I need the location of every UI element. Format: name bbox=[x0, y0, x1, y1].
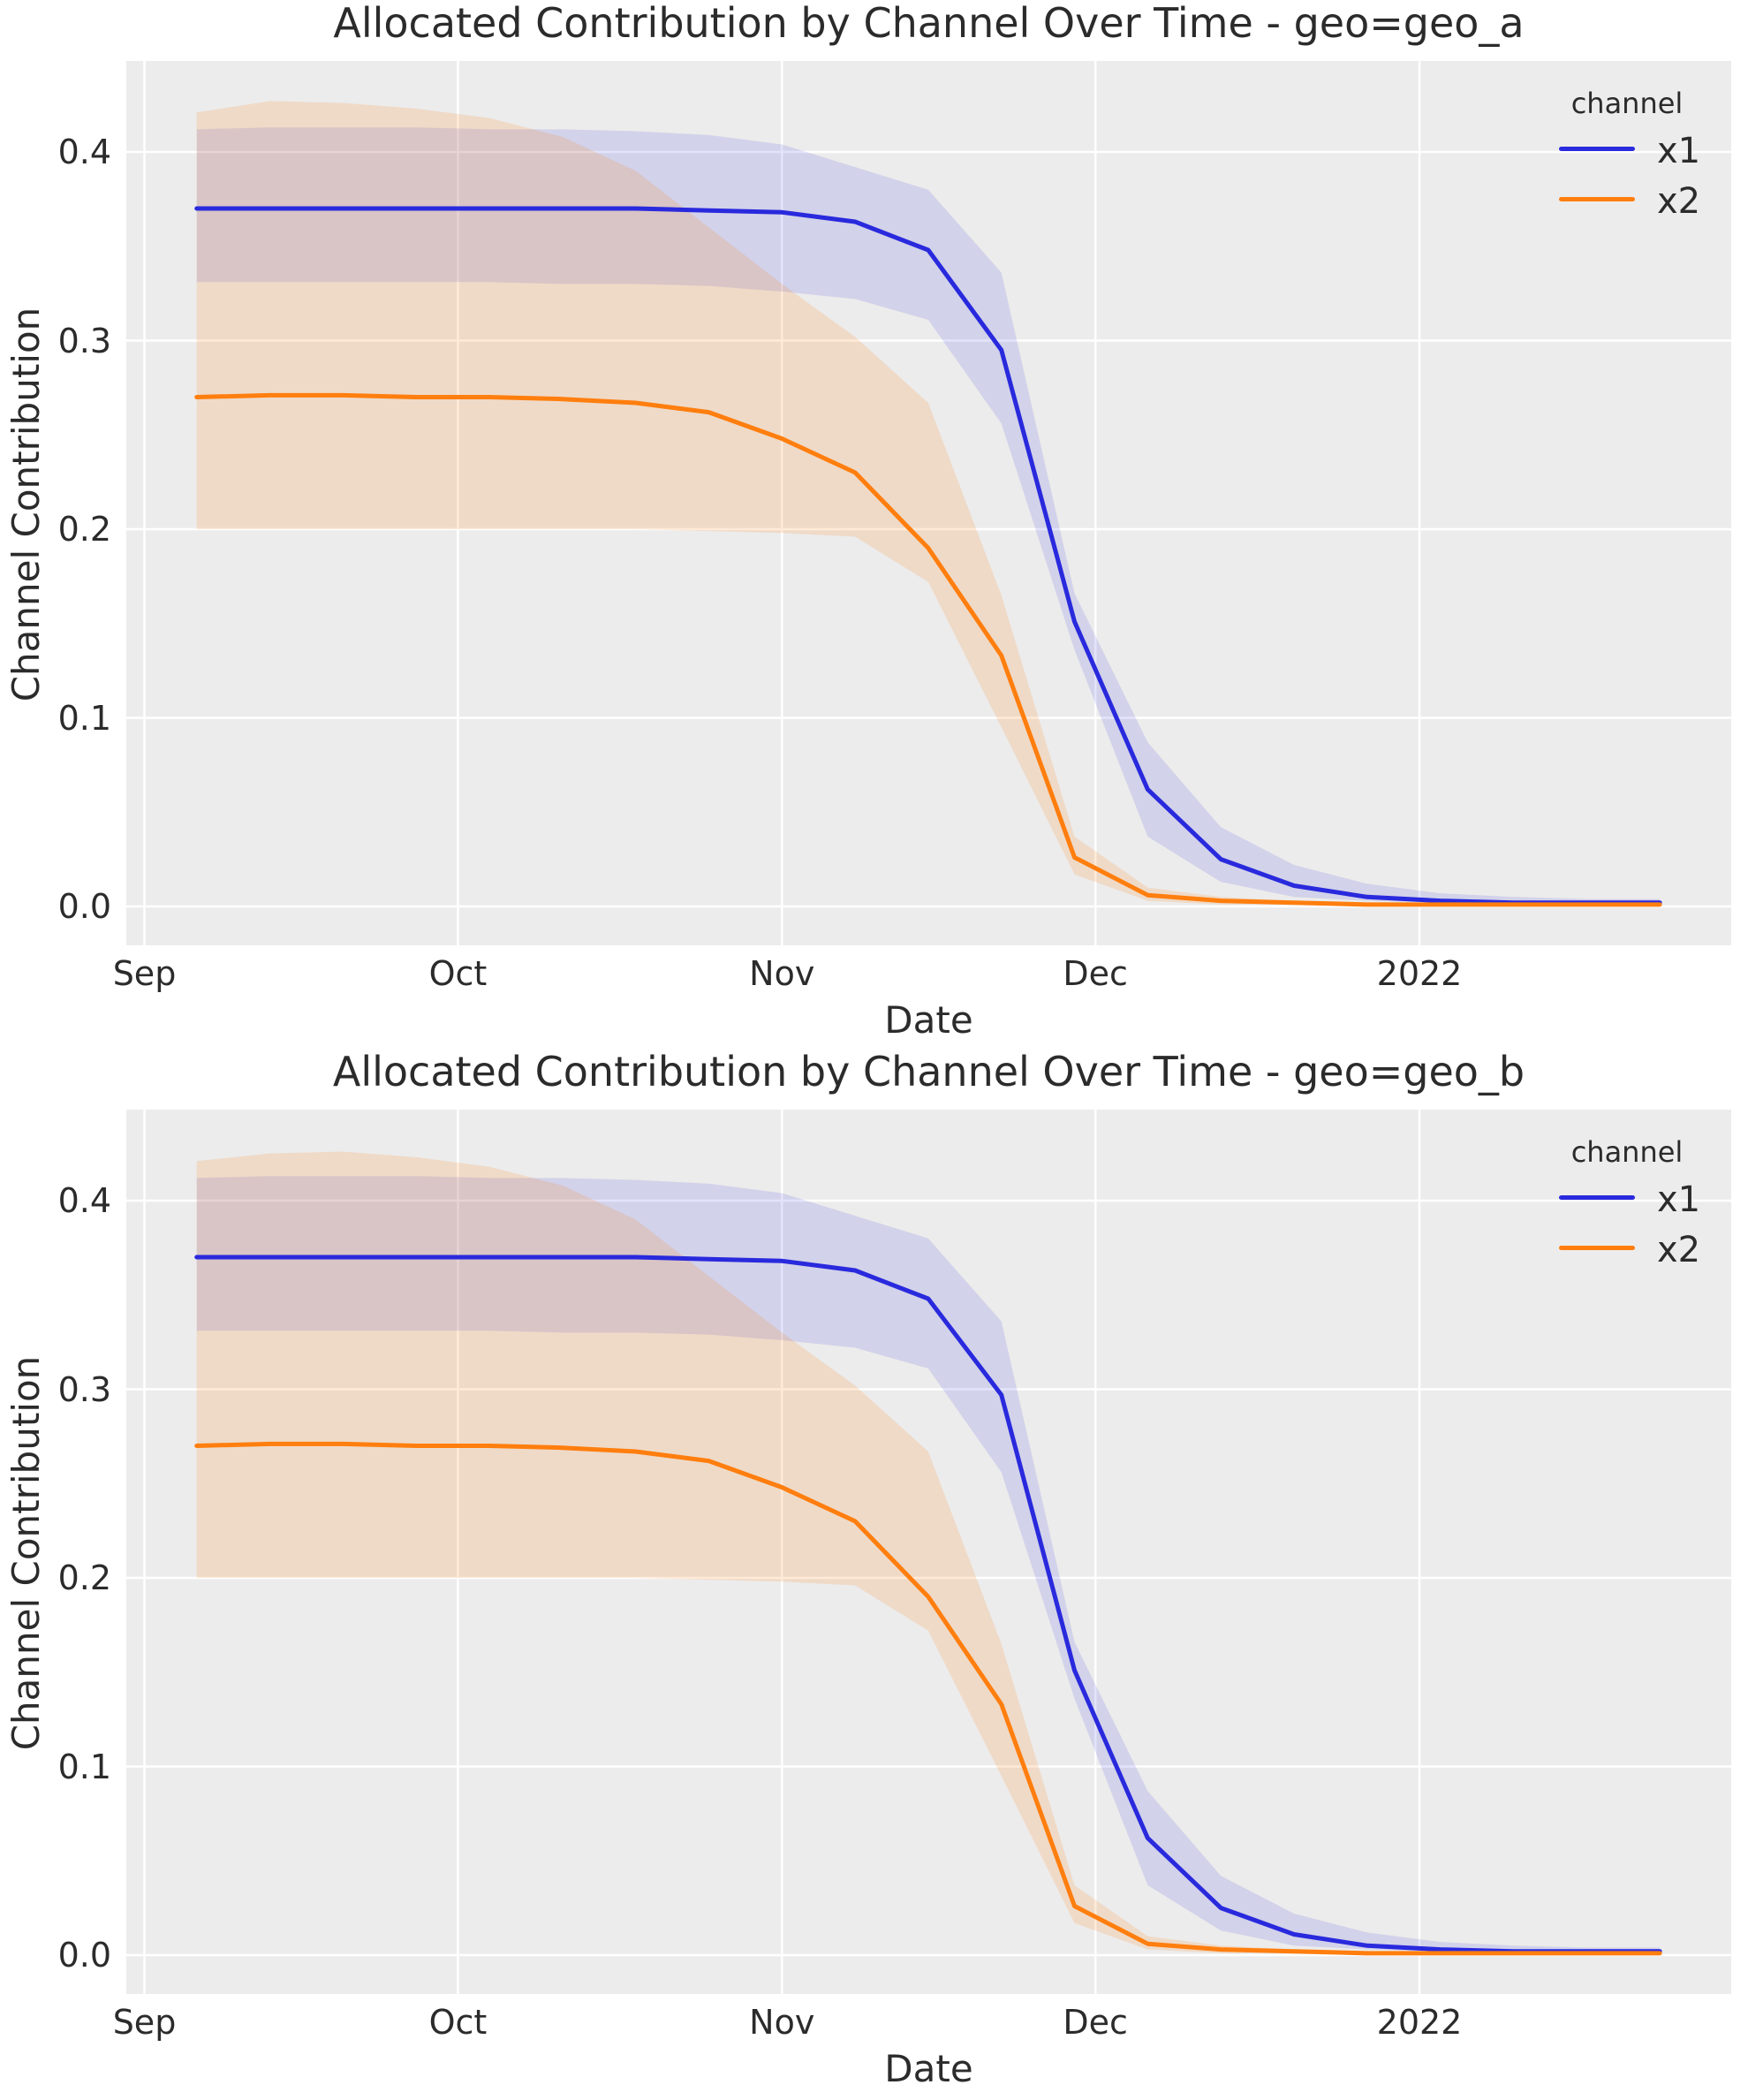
line-x1 bbox=[194, 1255, 1662, 1954]
chart-title: Allocated Contribution by Channel Over T… bbox=[332, 1048, 1525, 1095]
x-tick-label: Sep bbox=[112, 954, 177, 993]
x-tick-label: 2022 bbox=[1376, 954, 1463, 993]
line-x2 bbox=[194, 1441, 1662, 1956]
legend-label-x1: x1 bbox=[1657, 1179, 1701, 1220]
band-x1 bbox=[196, 1176, 1661, 1953]
plot-area bbox=[126, 1110, 1731, 1994]
legend-label-x2: x2 bbox=[1657, 181, 1701, 222]
legend-line-x1-icon bbox=[1559, 147, 1635, 151]
y-tick-label: 0.2 bbox=[57, 510, 111, 549]
line-x1 bbox=[194, 206, 1662, 906]
y-tick-label: 0.1 bbox=[57, 698, 111, 738]
x-axis-label: Date bbox=[884, 998, 973, 1042]
x-tick-label: 2022 bbox=[1376, 2003, 1463, 2042]
x-tick-label: Dec bbox=[1063, 954, 1128, 993]
y-tick-label: 0.3 bbox=[57, 321, 111, 360]
y-tick-label: 0.1 bbox=[57, 1747, 111, 1786]
legend-label-x2: x2 bbox=[1657, 1230, 1701, 1270]
legend-label-x1: x1 bbox=[1657, 131, 1701, 171]
legend-line-x2-icon bbox=[1559, 1246, 1635, 1250]
plot-area bbox=[126, 61, 1731, 945]
x-tick-label: Oct bbox=[428, 2003, 488, 2042]
band-x2 bbox=[196, 101, 1661, 906]
x-tick-label: Oct bbox=[428, 954, 488, 993]
x-tick-label: Sep bbox=[112, 2003, 177, 2042]
chart-title: Allocated Contribution by Channel Over T… bbox=[333, 0, 1525, 47]
band-x2 bbox=[196, 1151, 1661, 1955]
x-tick-label: Nov bbox=[749, 2003, 815, 2042]
y-tick-label: 0.0 bbox=[57, 1936, 111, 1975]
y-tick-label: 0.2 bbox=[57, 1558, 111, 1597]
y-tick-label: 0.4 bbox=[57, 133, 111, 171]
legend-line-x1-icon bbox=[1559, 1195, 1635, 1200]
y-tick-label: 0.4 bbox=[57, 1181, 111, 1220]
x-tick-label: Nov bbox=[749, 954, 815, 993]
line-x2 bbox=[194, 392, 1662, 907]
legend-line-x2-icon bbox=[1559, 197, 1635, 201]
x-tick-label: Dec bbox=[1063, 2003, 1128, 2042]
y-tick-label: 0.0 bbox=[57, 887, 111, 926]
chart-geo-b: Allocated Contribution by Channel Over T… bbox=[0, 1049, 1748, 2100]
legend-title: channel bbox=[1570, 1135, 1684, 1169]
band-x1 bbox=[196, 127, 1661, 905]
chart-geo-a: Allocated Contribution by Channel Over T… bbox=[0, 0, 1748, 1049]
x-axis-label: Date bbox=[884, 2047, 973, 2090]
y-tick-label: 0.3 bbox=[57, 1369, 111, 1409]
legend-title: channel bbox=[1570, 87, 1684, 120]
